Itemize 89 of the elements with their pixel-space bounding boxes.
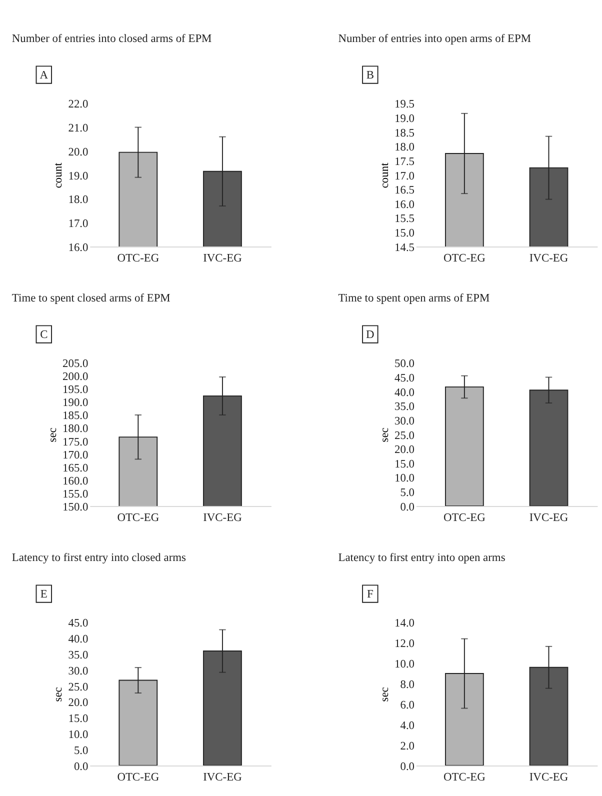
chart-title: Latency to first entry into closed arms [12,552,187,564]
x-tick-label: IVC-EG [529,512,568,524]
y-tick-label: 0.0 [74,760,89,773]
y-tick-label: 15.5 [394,213,415,226]
y-tick-label: 18.5 [394,127,415,140]
x-tick-label: IVC-EG [203,771,242,784]
y-tick-label: 14.0 [394,618,415,630]
chart-title: Number of entries into open arms of EPM [338,32,532,45]
y-tick-label: 15.0 [394,227,415,240]
y-tick-label: 0.0 [400,760,415,773]
x-tick-label: OTC-EG [117,252,160,264]
y-tick-label: 12.0 [394,638,415,650]
y-tick-label: 160.0 [62,475,89,488]
y-tick-label: 17.0 [394,170,415,182]
x-tick-label: OTC-EG [443,771,486,784]
y-tick-label: 15.0 [68,713,89,726]
text: A [40,70,49,82]
y-tick-label: 20.0 [68,146,89,158]
y-tick-label: 10.0 [68,729,89,742]
y-tick-label: 45.0 [394,372,415,385]
y-tick-label: 16.0 [68,242,89,254]
chart-title: Number of entries into closed arms of EPM [12,32,212,45]
y-tick-label: 5.0 [400,486,415,499]
y-tick-label: 40.0 [394,386,415,399]
x-tick-label: IVC-EG [203,252,242,264]
text: F [366,588,374,601]
y-tick-label: 4.0 [400,720,415,732]
y-tick-label: 20.0 [394,444,415,456]
chart-title: Time to spent closed arms of EPM [12,292,170,304]
y-tick-label: 18.0 [394,142,415,154]
y-tick-label: 190.0 [62,397,89,410]
y-tick-label: 10.0 [394,472,415,485]
x-tick-label: OTC-EG [443,512,486,524]
y-tick-label: 5.0 [74,744,89,757]
y-tick-label: 40.0 [68,634,89,646]
y-tick-label: 185.0 [62,410,89,422]
y-tick-label: 170.0 [62,449,89,462]
chart-title: Latency to first entry into open arms [338,552,506,564]
y-tick-label: 30.0 [68,665,89,678]
y-tick-label: 15.0 [394,458,415,470]
y-tick-label: 155.0 [62,488,89,500]
chart-title: Time to spent open arms of EPM [338,292,490,304]
y-tick-label: 22.0 [68,98,89,111]
y-tick-label: 6.0 [400,699,415,712]
y-tick-label: 8.0 [400,679,415,692]
y-tick-label: 35.0 [68,650,89,662]
y-tick-label: 17.0 [68,218,89,230]
y-axis-title: sec [52,687,65,702]
x-tick-label: IVC-EG [203,512,242,524]
y-tick-label: 165.0 [62,462,89,474]
y-tick-label: 200.0 [62,371,89,384]
text: C [40,329,48,342]
text: B [366,70,374,82]
y-tick-label: 14.5 [394,242,415,254]
y-tick-label: 2.0 [400,740,415,752]
y-tick-label: 16.5 [394,184,415,197]
y-tick-label: 19.0 [394,113,415,126]
text: D [366,329,374,342]
x-tick-label: OTC-EG [117,771,160,784]
x-tick-label: IVC-EG [529,771,568,784]
y-axis-title: count [378,162,391,188]
y-axis-title: sec [378,687,391,702]
y-axis-title: sec [378,428,391,442]
y-tick-label: 50.0 [394,358,415,370]
y-tick-label: 195.0 [62,384,89,396]
x-tick-label: IVC-EG [529,252,568,264]
y-tick-label: 150.0 [62,501,89,514]
y-tick-label: 19.5 [394,98,415,111]
x-tick-label: OTC-EG [443,252,486,264]
y-axis-title: count [52,162,65,188]
y-tick-label: 20.0 [68,697,89,710]
y-tick-label: 35.0 [394,401,415,414]
y-tick-label: 19.0 [68,170,89,182]
y-tick-label: 25.0 [394,430,415,442]
y-tick-label: 10.0 [394,658,415,671]
y-tick-label: 21.0 [68,122,89,135]
y-tick-label: 16.0 [394,198,415,211]
y-tick-label: 17.5 [394,156,415,168]
x-tick-label: OTC-EG [117,512,160,524]
y-tick-label: 175.0 [62,436,89,448]
y-tick-label: 25.0 [68,681,89,694]
y-tick-label: 18.0 [68,194,89,206]
text: E [40,588,48,601]
y-tick-label: 205.0 [62,358,89,370]
y-tick-label: 180.0 [62,423,89,436]
y-tick-label: 0.0 [400,501,415,514]
y-tick-label: 45.0 [68,618,89,630]
y-axis-title: sec [46,428,59,442]
y-tick-label: 30.0 [394,415,415,428]
